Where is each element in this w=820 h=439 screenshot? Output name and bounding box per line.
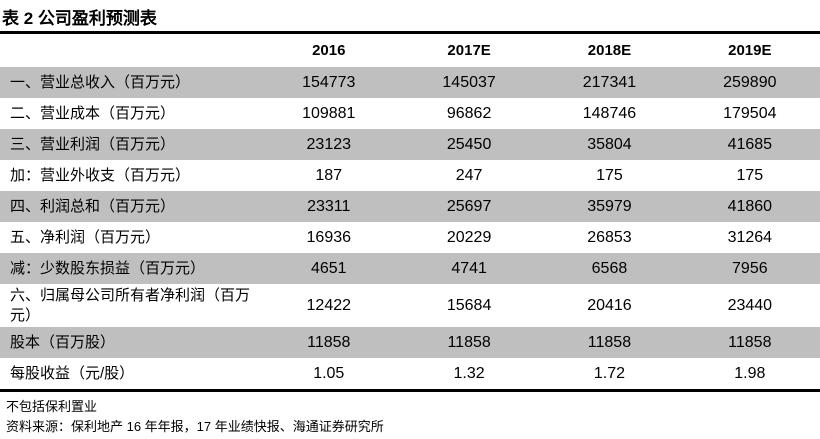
cell-value: 175 <box>736 166 764 184</box>
footnote: 不包括保利置业 <box>6 399 98 414</box>
cell-value: 23311 <box>258 191 399 222</box>
table-row: 六、归属母公司所有者净利润（百万元） 12422 15684 20416 23440 <box>0 284 820 327</box>
cell-value: 96862 <box>446 104 492 122</box>
table-row: 加：营业外收支（百万元） 187 247 175 175 <box>0 160 820 191</box>
row-label: 加：营业外收支（百万元） <box>10 166 191 184</box>
cell-value: 175 <box>596 166 623 184</box>
cell-value: 4741 <box>398 253 540 284</box>
table-row: 减：少数股东损益（百万元） 4651 4741 6568 7956 <box>0 253 820 284</box>
cell-value: 35804 <box>539 129 680 160</box>
profit-forecast-table: 2016 2017E 2018E 2019E 一、营业总收入（百万元） 15477… <box>0 31 820 392</box>
cell-value: 11858 <box>679 327 820 358</box>
table-row: 一、营业总收入（百万元） 154773 145037 217341 259890 <box>0 67 820 98</box>
cell-value: 217341 <box>539 67 680 98</box>
cell-value: 145037 <box>398 67 540 98</box>
cell-value: 41685 <box>679 129 820 160</box>
column-header: 2019E <box>728 42 772 59</box>
cell-value: 16936 <box>306 228 352 246</box>
row-label: 二、营业成本（百万元） <box>10 104 176 122</box>
row-label: 每股收益（元/股） <box>10 364 135 382</box>
row-label: 一、营业总收入（百万元） <box>0 67 259 98</box>
table-row: 三、营业利润（百万元） 23123 25450 35804 41685 <box>0 129 820 160</box>
cell-value: 23123 <box>258 129 399 160</box>
cell-value: 12422 <box>306 296 352 314</box>
source-note: 资料来源：保利地产 16 年年报，17 年业绩快报、海通证券研究所 <box>6 419 384 434</box>
header-row: 2016 2017E 2018E 2019E <box>0 33 820 68</box>
cell-value: 1.05 <box>313 364 345 382</box>
column-header <box>0 33 259 68</box>
cell-value: 20416 <box>587 296 632 314</box>
row-label: 三、营业利润（百万元） <box>0 129 259 160</box>
column-header: 2017E <box>447 42 491 59</box>
cell-value: 35979 <box>539 191 680 222</box>
table-title: 表 2 公司盈利预测表 <box>2 9 157 28</box>
cell-value: 109881 <box>302 104 356 122</box>
cell-value: 7956 <box>679 253 820 284</box>
row-label: 股本（百万股） <box>0 327 259 358</box>
table-row: 每股收益（元/股） 1.05 1.32 1.72 1.98 <box>0 358 820 391</box>
cell-value: 187 <box>315 166 343 184</box>
cell-value: 247 <box>455 166 483 184</box>
cell-value: 4651 <box>258 253 399 284</box>
cell-value: 154773 <box>258 67 399 98</box>
cell-value: 25697 <box>398 191 540 222</box>
row-label: 减：少数股东损益（百万元） <box>0 253 259 284</box>
cell-value: 20229 <box>446 228 492 246</box>
cell-value: 6568 <box>539 253 680 284</box>
cell-value: 31264 <box>727 228 773 246</box>
cell-value: 148746 <box>582 104 637 122</box>
cell-value: 1.98 <box>734 364 766 382</box>
table-row: 五、净利润（百万元） 16936 20229 26853 31264 <box>0 222 820 253</box>
row-label: 六、归属母公司所有者净利润（百万元） <box>10 286 251 324</box>
cell-value: 179504 <box>723 104 777 122</box>
cell-value: 15684 <box>446 296 492 314</box>
row-label: 四、利润总和（百万元） <box>0 191 259 222</box>
column-header: 2018E <box>587 42 632 59</box>
cell-value: 11858 <box>398 327 540 358</box>
cell-value: 41860 <box>679 191 820 222</box>
table-row: 四、利润总和（百万元） 23311 25697 35979 41860 <box>0 191 820 222</box>
cell-value: 11858 <box>539 327 680 358</box>
cell-value: 25450 <box>398 129 540 160</box>
cell-value: 26853 <box>587 228 632 246</box>
cell-value: 1.32 <box>453 364 485 382</box>
cell-value: 11858 <box>258 327 399 358</box>
table-row: 二、营业成本（百万元） 109881 96862 148746 179504 <box>0 98 820 129</box>
cell-value: 1.72 <box>593 364 626 382</box>
row-label: 五、净利润（百万元） <box>10 228 161 246</box>
table-row: 股本（百万股） 11858 11858 11858 11858 <box>0 327 820 358</box>
cell-value: 259890 <box>679 67 820 98</box>
column-header: 2016 <box>312 42 346 59</box>
cell-value: 23440 <box>727 296 773 314</box>
